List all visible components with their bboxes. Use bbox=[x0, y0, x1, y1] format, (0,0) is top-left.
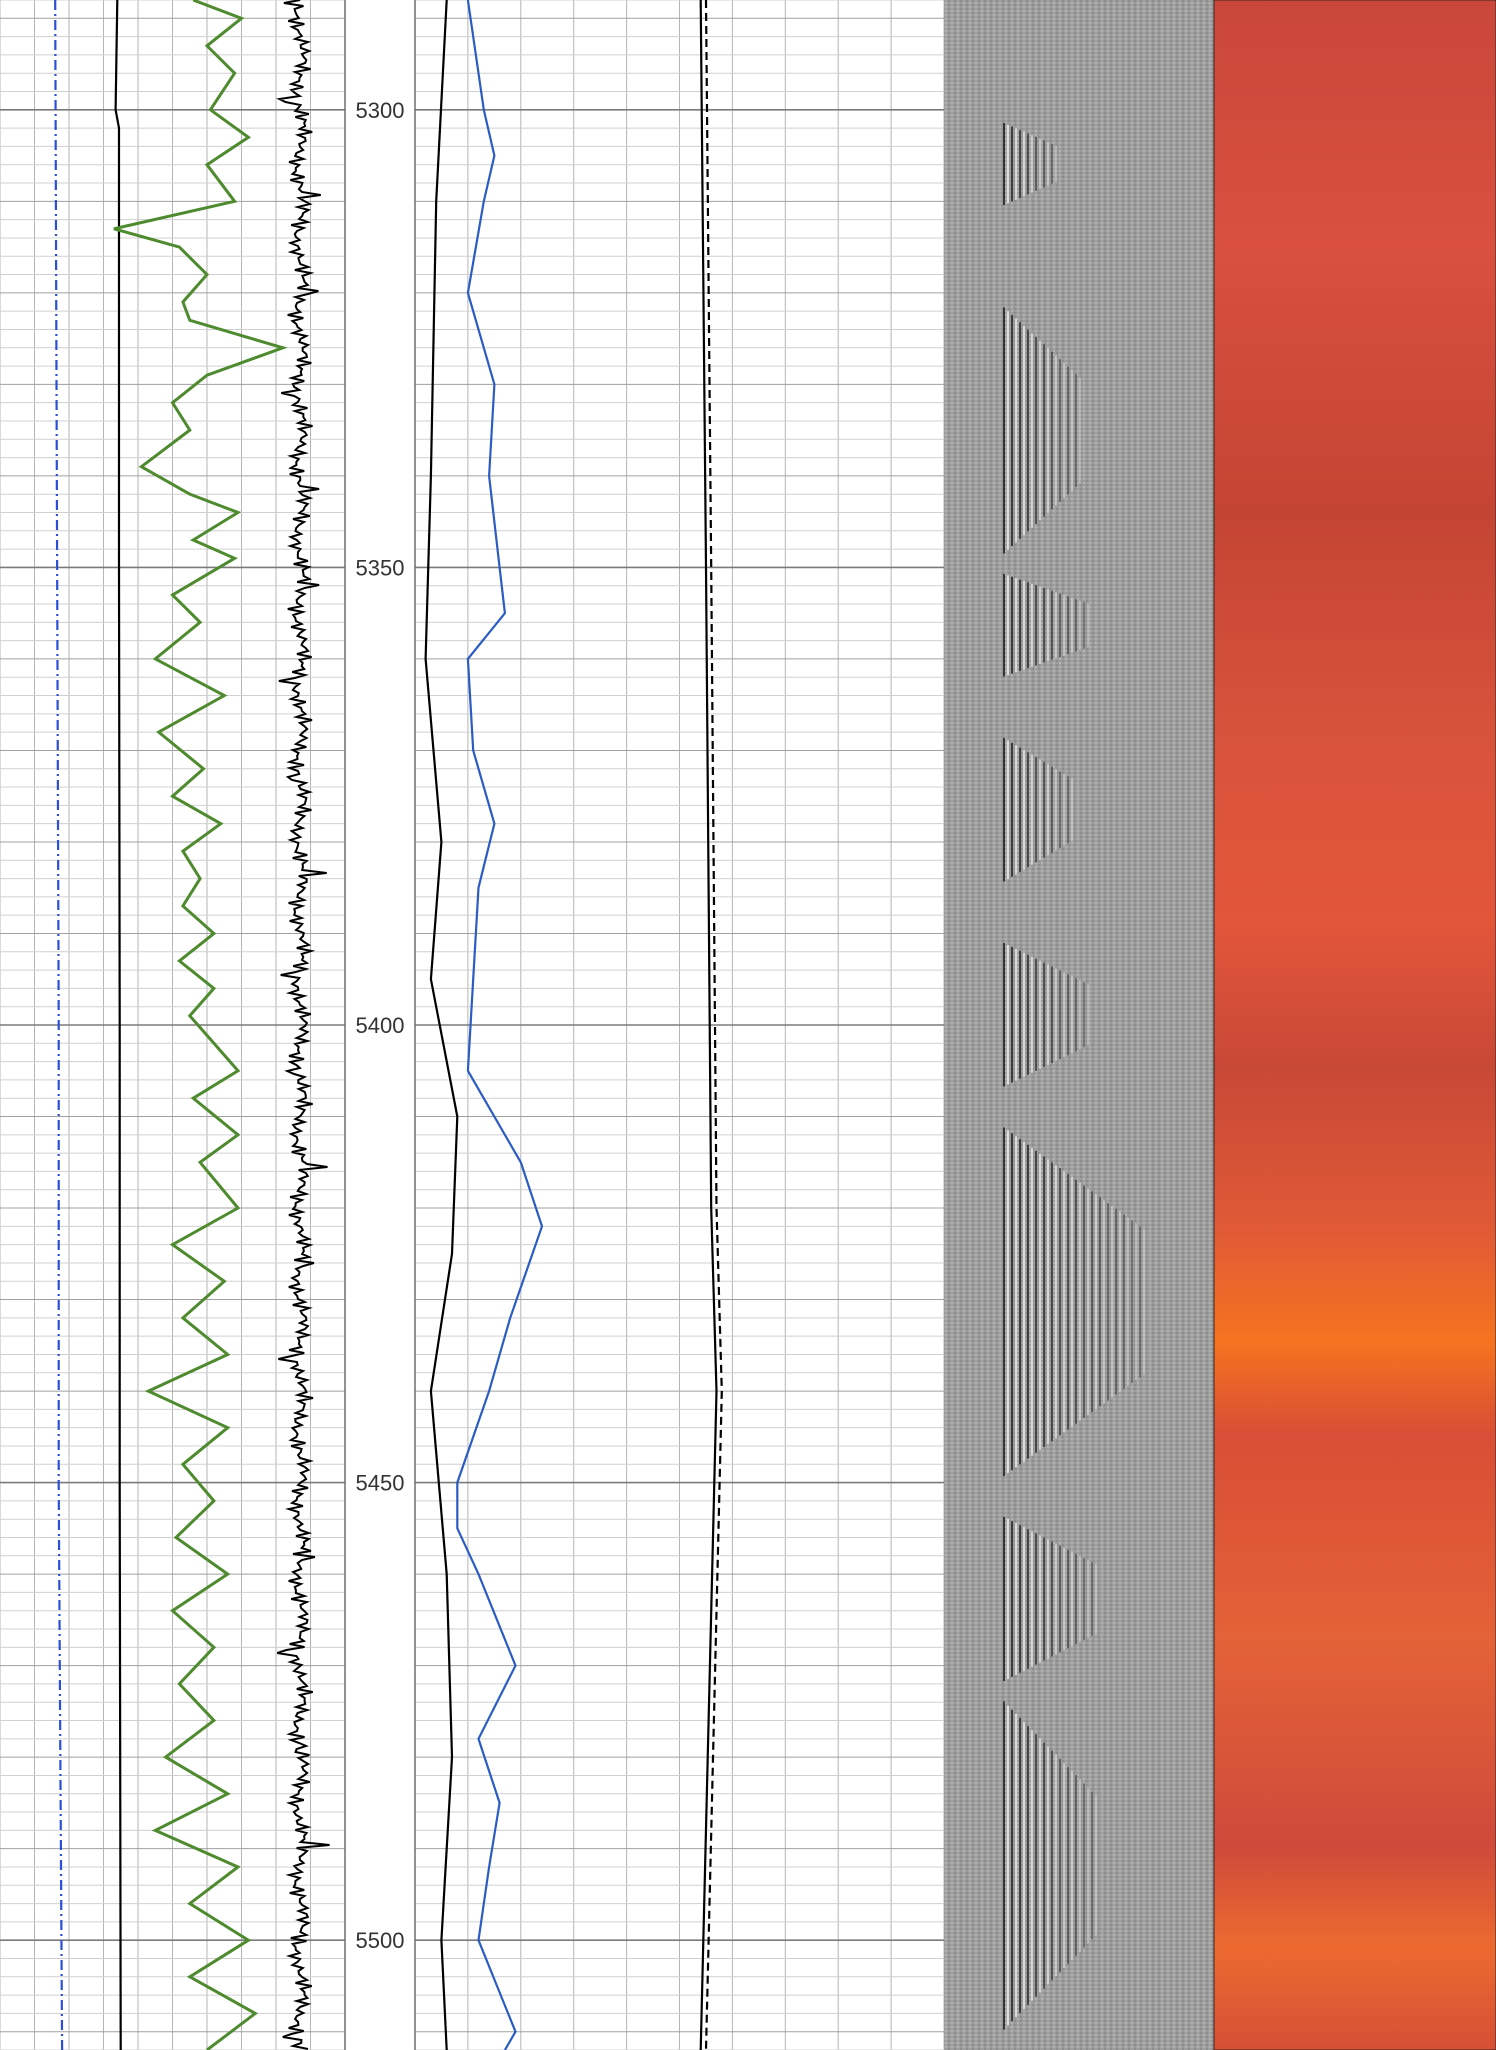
log-curve bbox=[699, 0, 718, 2050]
depth-tick-label: 5500 bbox=[356, 1928, 405, 1953]
curve-layer bbox=[54, 0, 723, 2050]
depth-label-layer: 5300 5350 5400 5450 5500 bbox=[356, 98, 405, 1953]
depth-tick-label: 5350 bbox=[356, 555, 405, 580]
heatmap-image bbox=[1213, 0, 1496, 2050]
log-curve bbox=[113, 0, 288, 2050]
log-curve bbox=[456, 0, 544, 2050]
depth-tick-label: 5300 bbox=[356, 98, 405, 123]
heatmap-image-track bbox=[1213, 0, 1496, 2050]
log-curve bbox=[114, 0, 122, 2050]
log-curve bbox=[276, 0, 330, 2050]
waveform-image-track bbox=[944, 0, 1214, 2050]
waveform-bands bbox=[1003, 123, 1145, 2030]
depth-tick-label: 5450 bbox=[356, 1471, 405, 1496]
grid-layer bbox=[0, 0, 945, 2050]
log-curve bbox=[704, 0, 723, 2050]
log-curve bbox=[424, 0, 459, 2050]
depth-tick-label: 5400 bbox=[356, 1013, 405, 1038]
log-curve bbox=[54, 0, 64, 2050]
waveform-image-background bbox=[944, 0, 1214, 2050]
